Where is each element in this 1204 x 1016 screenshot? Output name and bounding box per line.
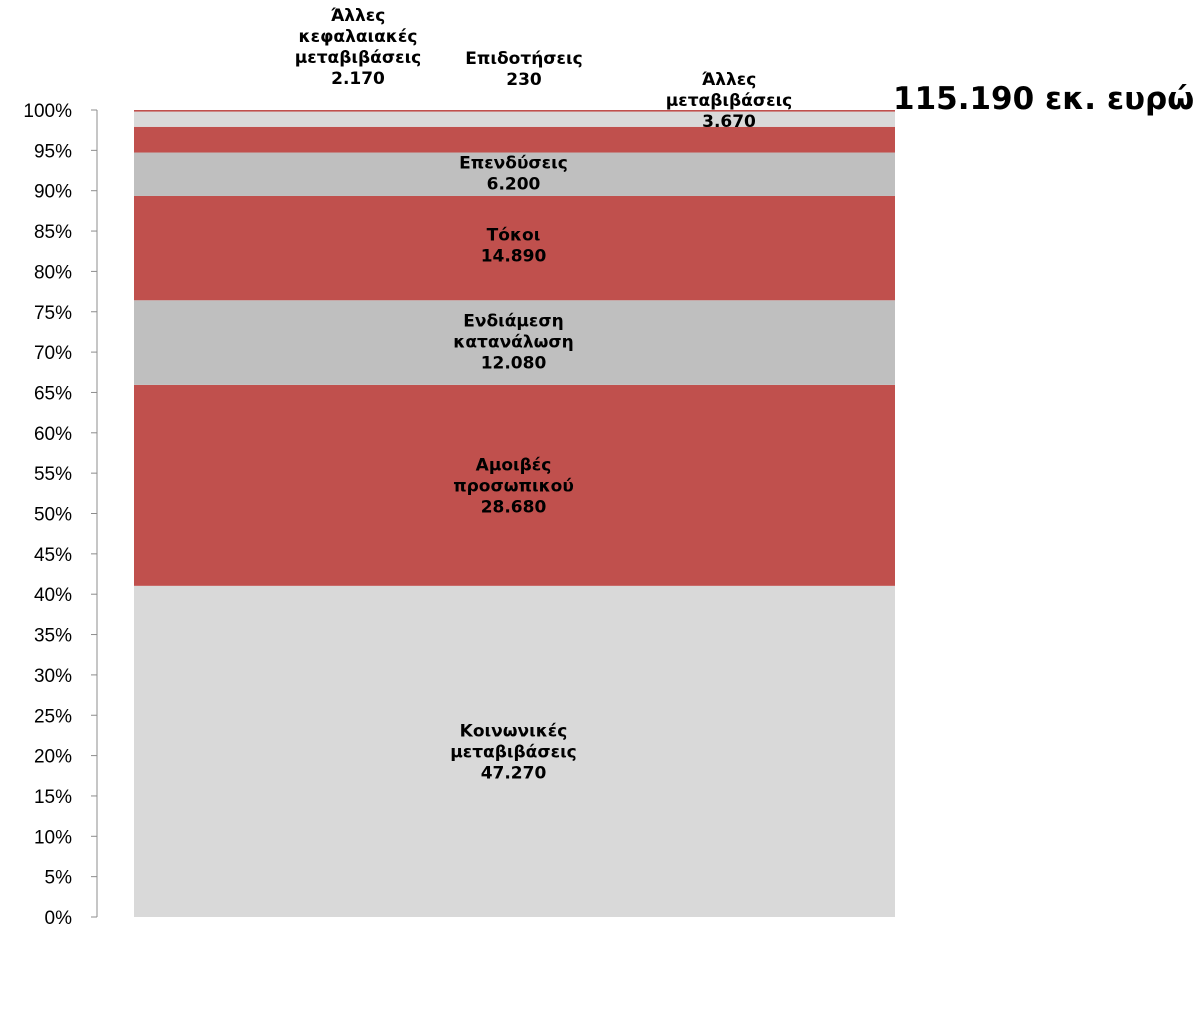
bar-segment-6 bbox=[134, 126, 895, 153]
segment-label-line: 12.080 bbox=[481, 354, 547, 374]
segment-label-line: 230 bbox=[506, 70, 542, 90]
y-tick-label: 95% bbox=[34, 141, 72, 162]
segment-label-line: κεφαλαιακές bbox=[299, 27, 418, 47]
y-tick-label: 5% bbox=[45, 868, 73, 889]
segment-label-line: Τόκοι bbox=[487, 226, 541, 246]
segment-label-line: Επενδύσεις bbox=[459, 154, 568, 174]
y-axis: 0% 5% 10% 15% 20% 25% 30% 35% 40% 45% 50% 55% 60% 65%… bbox=[23, 101, 98, 929]
segment-label-line: 6.200 bbox=[487, 175, 541, 195]
y-tick-label: 85% bbox=[34, 222, 72, 243]
segment-label-line: Επιδοτήσεις bbox=[465, 49, 582, 69]
segment-label-line: προσωπικού bbox=[453, 476, 574, 496]
segment-label-line: κατανάλωση bbox=[453, 333, 573, 353]
segment-label-line: 2.170 bbox=[331, 69, 385, 89]
total-label: 115.190 εκ. ευρώ bbox=[893, 81, 1194, 117]
bar-segment-5 bbox=[134, 152, 895, 196]
segment-label-line: 14.890 bbox=[481, 247, 547, 267]
y-tick-label: 30% bbox=[34, 666, 72, 687]
y-tick-label: 10% bbox=[34, 827, 72, 848]
y-tick-label: 60% bbox=[34, 424, 72, 445]
bar-segments bbox=[134, 110, 895, 917]
segment-label-line: 3.670 bbox=[702, 112, 756, 132]
segment-label-line: Άλλες bbox=[331, 6, 386, 26]
segment-label-line: Ενδιάμεση bbox=[463, 312, 564, 332]
y-tick-label: 45% bbox=[34, 545, 72, 566]
y-tick-label: 100% bbox=[23, 101, 72, 122]
y-tick-label: 90% bbox=[34, 182, 72, 203]
y-tick-label: 80% bbox=[34, 262, 72, 283]
segment-label-line: Αμοιβές bbox=[476, 455, 552, 475]
bar-segment-4 bbox=[134, 195, 895, 301]
y-tick-label: 15% bbox=[34, 787, 72, 808]
segment-label-line: Άλλες bbox=[702, 70, 757, 90]
y-tick-label: 20% bbox=[34, 747, 72, 768]
segment-label-line: Κοινωνικές bbox=[460, 721, 568, 741]
segment-label-line: 47.270 bbox=[481, 763, 547, 783]
segment-labels: Κοινωνικέςμεταβιβάσεις47.270Αμοιβέςπροσω… bbox=[295, 6, 793, 783]
segment-label-line: 28.680 bbox=[481, 497, 547, 517]
segment-label-line: μεταβιβάσεις bbox=[450, 742, 577, 762]
y-tick-label: 70% bbox=[34, 343, 72, 364]
bar-segment-8 bbox=[134, 110, 895, 112]
bar-segment-1 bbox=[134, 585, 895, 917]
y-tick-label: 40% bbox=[34, 585, 72, 606]
y-tick-label: 75% bbox=[34, 303, 72, 324]
segment-label-line: μεταβιβάσεις bbox=[295, 48, 422, 68]
y-tick-label: 0% bbox=[45, 908, 73, 929]
bar-segment-7 bbox=[134, 111, 895, 127]
y-tick-label: 50% bbox=[34, 505, 72, 526]
bar-segment-2 bbox=[134, 384, 895, 586]
y-tick-label: 65% bbox=[34, 383, 72, 404]
y-tick-label: 25% bbox=[34, 706, 72, 727]
bar-segment-3 bbox=[134, 300, 895, 385]
y-tick-label: 35% bbox=[34, 626, 72, 647]
y-tick-label: 55% bbox=[34, 464, 72, 485]
segment-label-line: μεταβιβάσεις bbox=[666, 91, 793, 111]
